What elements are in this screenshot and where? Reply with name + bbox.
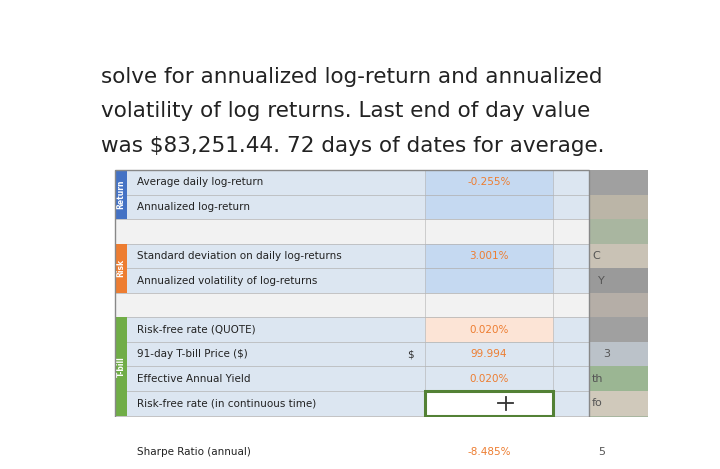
Bar [425, 416, 553, 440]
Bar [115, 244, 590, 268]
Bar [425, 219, 553, 244]
Bar [590, 416, 648, 440]
Bar [590, 391, 648, 416]
Bar [425, 195, 553, 219]
Bar [115, 170, 590, 195]
Bar [590, 268, 648, 293]
Text: 99.994: 99.994 [471, 349, 507, 359]
Text: C: C [593, 251, 600, 261]
Bar [115, 391, 590, 416]
Bar [115, 170, 590, 465]
Bar [115, 195, 590, 219]
Text: volatility of log returns. Last end of day value: volatility of log returns. Last end of d… [101, 101, 590, 121]
Bar [425, 342, 553, 366]
Text: 3.001%: 3.001% [469, 251, 509, 261]
Bar [590, 219, 648, 244]
Text: Sharpe Ratio (annual): Sharpe Ratio (annual) [138, 447, 251, 457]
Bar [425, 318, 553, 342]
Bar [115, 170, 127, 219]
Bar [425, 391, 553, 416]
Text: solve for annualized log-return and annualized: solve for annualized log-return and annu… [101, 67, 603, 87]
Text: th: th [593, 374, 603, 384]
Bar [115, 440, 590, 465]
Text: -8.485%: -8.485% [467, 447, 510, 457]
Bar [115, 244, 127, 293]
Bar [115, 293, 590, 318]
Text: 0.020%: 0.020% [469, 325, 508, 335]
Bar [590, 170, 648, 195]
Bar [425, 293, 553, 318]
Bar [590, 366, 648, 391]
Text: Risk-free rate (in continuous time): Risk-free rate (in continuous time) [138, 398, 317, 408]
Text: T-bill: T-bill [117, 356, 126, 377]
Text: was $83,251.44. 72 days of dates for average.: was $83,251.44. 72 days of dates for ave… [101, 136, 605, 156]
Bar [590, 342, 648, 366]
Bar [115, 366, 590, 391]
Bar [425, 244, 553, 268]
Text: Annualized log-return: Annualized log-return [138, 202, 251, 212]
Bar [425, 170, 553, 195]
Bar [425, 268, 553, 293]
Text: Risk-free rate (QUOTE): Risk-free rate (QUOTE) [138, 325, 256, 335]
Text: -0.255%: -0.255% [467, 177, 510, 187]
Text: fo: fo [593, 398, 603, 408]
Bar [115, 318, 590, 342]
Bar [115, 268, 590, 293]
Text: Standard deviation on daily log-returns: Standard deviation on daily log-returns [138, 251, 342, 261]
Bar [425, 366, 553, 391]
Bar [590, 318, 648, 342]
Bar [590, 293, 648, 318]
Text: 3: 3 [603, 349, 611, 359]
Bar [590, 244, 648, 268]
Text: Average daily log-return: Average daily log-return [138, 177, 264, 187]
Text: Effective Annual Yield: Effective Annual Yield [138, 374, 251, 384]
Text: Annualized volatility of log-returns: Annualized volatility of log-returns [138, 276, 318, 286]
Text: 0.020%: 0.020% [469, 374, 508, 384]
Bar [425, 391, 553, 416]
Bar [590, 195, 648, 219]
Text: Y: Y [598, 276, 605, 286]
Bar [115, 416, 590, 440]
Text: 5: 5 [598, 447, 605, 457]
Text: 91-day T-bill Price ($): 91-day T-bill Price ($) [138, 349, 248, 359]
Text: Return: Return [117, 180, 126, 209]
Bar [115, 342, 590, 366]
Bar [115, 219, 590, 244]
Bar [115, 318, 127, 416]
Bar [590, 440, 648, 465]
Bar [425, 440, 553, 465]
Text: $: $ [408, 349, 414, 359]
Text: Risk: Risk [117, 259, 126, 277]
